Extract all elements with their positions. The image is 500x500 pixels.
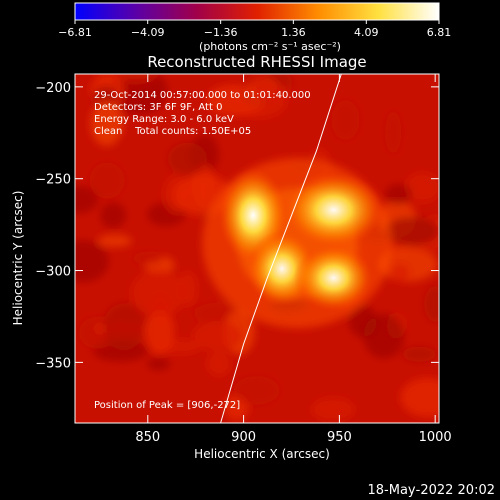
- x-axis-label: Heliocentric X (arcsec): [194, 447, 330, 461]
- colorbar-units: (photons cm⁻² s⁻¹ asec⁻²): [199, 40, 341, 53]
- texture-blob: [390, 263, 411, 282]
- texture-blob: [311, 397, 355, 422]
- texture-blob: [75, 240, 109, 283]
- texture-blob: [253, 83, 290, 102]
- x-axis: 850 900 950 1000: [135, 74, 452, 445]
- annotation-energy: Energy Range: 3.0 ‑ 6.0 keV: [94, 114, 234, 125]
- texture-blob: [424, 285, 439, 323]
- y-axis: −200 −250 −300 −350: [35, 81, 439, 371]
- texture-blob: [89, 162, 125, 199]
- texture-blob: [110, 74, 168, 115]
- y-axis-label: Heliocentric Y (arcsec): [11, 191, 25, 326]
- texture-blob: [192, 320, 243, 352]
- annotation-time: 29‑Oct‑2014 00:57:00.000 to 01:01:40.000: [94, 90, 311, 101]
- texture-blob: [131, 270, 187, 317]
- texture-blob: [97, 234, 132, 247]
- texture-blob: [402, 346, 437, 362]
- texture-blob: [384, 183, 412, 205]
- x-tick-label: 1000: [419, 430, 452, 445]
- colorbar: −6.81 −4.09 −1.36 1.36 4.09 6.81 (photons cm⁻…: [58, 2, 451, 53]
- heatmap-sources: [218, 167, 384, 312]
- texture-blob: [132, 251, 163, 265]
- texture-blob: [207, 351, 231, 376]
- x-tick-label: 850: [135, 430, 160, 445]
- texture-blob: [331, 100, 360, 140]
- colorbar-bar: [74, 2, 440, 21]
- source-blob: [283, 171, 384, 249]
- source-blob: [293, 244, 374, 312]
- chart-title: Reconstructed RHESSI Image: [147, 53, 366, 71]
- peak-position-label: Position of Peak = [906,‑272]: [94, 400, 240, 411]
- annotation-clean: Clean Total counts: 1.50E+05: [94, 126, 251, 137]
- y-tick-label: −250: [35, 173, 71, 188]
- texture-blob: [400, 378, 439, 417]
- colorbar-ticks: −6.81 −4.09 −1.36 1.36 4.09 6.81: [58, 20, 451, 39]
- texture-blob: [405, 172, 439, 203]
- texture-blob: [385, 111, 402, 154]
- colorbar-tick-label: −4.09: [131, 26, 165, 39]
- colorbar-tick-label: 6.81: [427, 26, 452, 39]
- annotation-block: 29‑Oct‑2014 00:57:00.000 to 01:01:40.000…: [94, 90, 311, 137]
- annotation-detectors: Detectors: 3F 6F 9F, Att 0: [94, 102, 222, 113]
- plot-area: [75, 74, 439, 423]
- y-tick-label: −300: [35, 265, 71, 280]
- texture-blob: [384, 217, 439, 245]
- texture-blob: [233, 376, 280, 405]
- colorbar-tick-label: −1.36: [204, 26, 238, 39]
- texture-blob: [100, 202, 127, 229]
- plot-frame: [74, 73, 440, 424]
- colorbar-tick-label: −6.81: [58, 26, 92, 39]
- texture-blob: [90, 100, 124, 146]
- solar-limb-line: [220, 74, 342, 423]
- x-tick-label: 950: [327, 430, 352, 445]
- x-tick-label: 900: [231, 430, 256, 445]
- colorbar-tick-label: 1.36: [281, 26, 306, 39]
- colorbar-tick-label: 4.09: [354, 26, 379, 39]
- texture-blob: [363, 313, 405, 359]
- footer-timestamp: 18‑May‑2022 20:02: [368, 483, 495, 498]
- texture-blob: [113, 74, 157, 82]
- texture-blob: [146, 357, 171, 371]
- texture-blob: [102, 303, 145, 351]
- texture-blob: [167, 142, 207, 175]
- texture-blob: [145, 309, 175, 355]
- texture-blob: [178, 271, 198, 307]
- texture-blob: [75, 185, 99, 214]
- y-tick-label: −200: [35, 81, 71, 96]
- y-tick-label: −350: [35, 356, 71, 371]
